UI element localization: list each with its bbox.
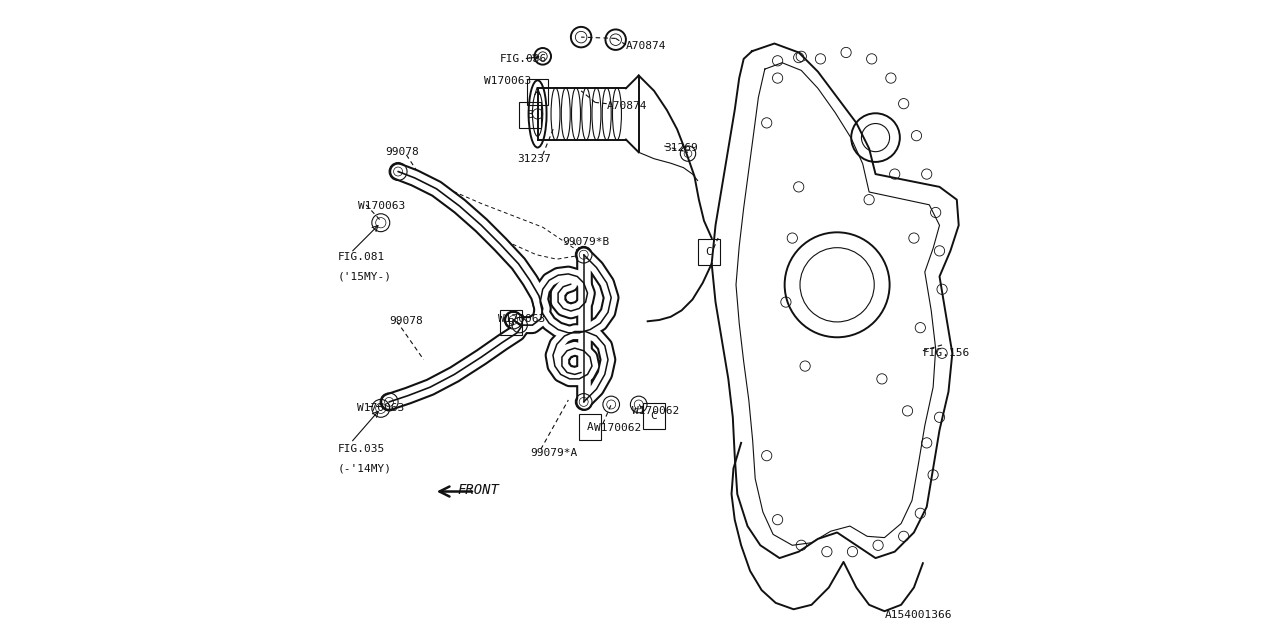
Bar (527, 79, 549, 105)
Text: FIG.036: FIG.036 (500, 54, 547, 64)
Bar (580, 414, 602, 440)
Text: A154001366: A154001366 (884, 609, 952, 620)
Text: 31237: 31237 (517, 154, 550, 164)
Text: B: B (526, 110, 534, 120)
Text: A: A (586, 422, 594, 432)
Text: FIG.035: FIG.035 (338, 444, 385, 454)
Text: C: C (705, 247, 713, 257)
Bar (499, 310, 522, 335)
Text: FRONT: FRONT (458, 483, 499, 497)
Text: C: C (650, 411, 658, 421)
Text: FIG.081: FIG.081 (338, 252, 385, 262)
Text: 99078: 99078 (389, 316, 422, 326)
Text: 99079*B: 99079*B (562, 237, 609, 247)
Text: B: B (507, 317, 515, 328)
Text: W170063: W170063 (498, 314, 545, 324)
Text: W170063: W170063 (358, 201, 406, 211)
Text: A: A (534, 87, 541, 97)
Text: FIG.156: FIG.156 (923, 348, 970, 358)
Text: 31269: 31269 (664, 143, 698, 154)
Text: A70874: A70874 (607, 100, 648, 111)
Text: A70874: A70874 (626, 41, 667, 51)
Text: W170062: W170062 (594, 422, 641, 433)
Text: 99079*A: 99079*A (530, 448, 577, 458)
Bar (644, 403, 666, 429)
Text: (-'14MY): (-'14MY) (338, 463, 392, 474)
Text: W170062: W170062 (632, 406, 680, 416)
Text: ('15MY-): ('15MY-) (338, 271, 392, 282)
Bar (520, 102, 540, 128)
Bar (699, 239, 719, 265)
Text: W170063: W170063 (484, 76, 531, 86)
Text: 99078: 99078 (385, 147, 419, 157)
Text: W170063: W170063 (357, 403, 404, 413)
